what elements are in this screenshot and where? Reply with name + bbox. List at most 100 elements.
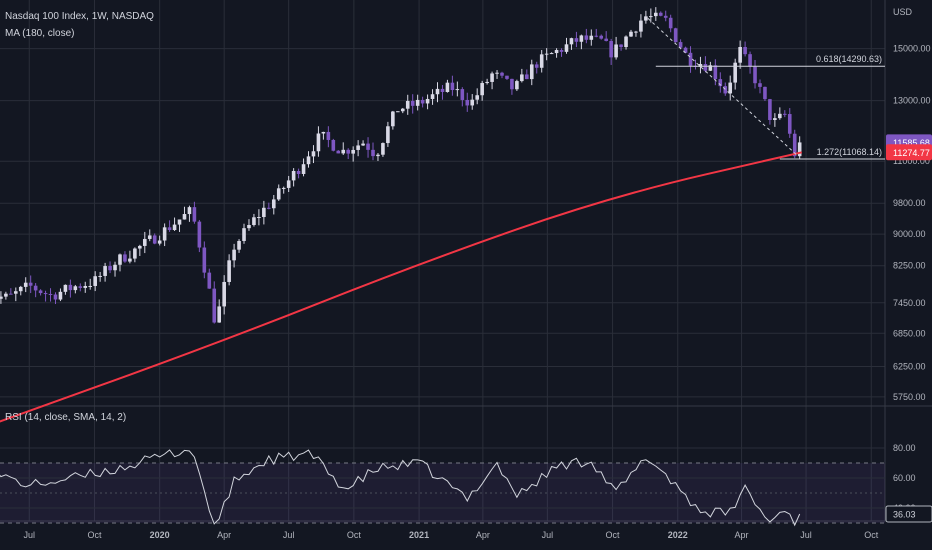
candle-body (336, 150, 341, 154)
candle-down (703, 56, 708, 73)
candle-down (604, 31, 608, 42)
candle-down (673, 27, 678, 43)
candle-body (639, 20, 643, 32)
candle-up (172, 217, 177, 231)
candle-up (698, 56, 703, 74)
candle-body (182, 214, 187, 220)
candle-body (609, 40, 613, 58)
candle-up (415, 94, 420, 111)
candle-up (539, 50, 544, 73)
candle-body (73, 286, 78, 291)
price-axis-tick-label: 5750.00 (893, 392, 926, 402)
candle-down (718, 72, 723, 93)
candle-body (381, 143, 385, 155)
candles (0, 7, 802, 324)
x-axis-tick-label: 2020 (150, 530, 170, 540)
current-price-label: 11585.68 (893, 138, 930, 148)
candle-down (267, 202, 271, 210)
x-axis-tick-label: Oct (606, 530, 621, 540)
candle-up (644, 10, 648, 24)
candle-body (83, 285, 88, 288)
fib-level-label: 0.618(14290.63) (816, 54, 882, 64)
candle-body (629, 31, 633, 37)
candle-down (78, 283, 83, 292)
candle-up (271, 194, 276, 215)
candle-up (88, 278, 93, 290)
candle-up (381, 142, 385, 157)
x-axis-tick-label: 2022 (668, 530, 688, 540)
candle-body (33, 285, 38, 291)
candle-up (485, 78, 489, 85)
candle-body (316, 133, 321, 152)
candle-body (529, 64, 534, 80)
candle-body (475, 95, 479, 100)
candle-body (207, 272, 212, 289)
candle-up (520, 68, 524, 83)
candle-down (450, 75, 455, 96)
x-axis-tick-label: Oct (864, 530, 879, 540)
candle-body (415, 99, 420, 106)
candle-body (510, 78, 514, 90)
candle-body (78, 286, 83, 288)
candle-up (162, 223, 167, 247)
candle-down (48, 288, 53, 302)
candle-body (386, 126, 390, 144)
candle-body (792, 133, 797, 157)
candle-body (306, 156, 311, 165)
candle-body (470, 99, 475, 106)
candle-body (683, 47, 688, 53)
candle-body (271, 199, 276, 209)
candle-up (93, 271, 97, 292)
candle-up (252, 213, 256, 227)
candle-body (113, 264, 117, 271)
candle-body (187, 207, 192, 215)
candle-body (733, 62, 737, 83)
candle-body (326, 131, 331, 140)
candle-body (296, 170, 301, 174)
candle-body (738, 47, 742, 63)
candle-up (430, 89, 435, 105)
candle-body (28, 282, 33, 286)
candle-body (311, 151, 316, 157)
candle-body (58, 291, 63, 300)
price-axis-tick-label: 9000.00 (893, 229, 926, 239)
candle-body (534, 64, 539, 68)
candle-body (118, 254, 122, 265)
candle-body (18, 286, 23, 292)
candle-body (68, 284, 73, 291)
candle-body (351, 149, 355, 154)
candle-up (276, 184, 281, 201)
fib-trend-line (647, 18, 799, 157)
price-axis-tick-label: 6850.00 (893, 328, 926, 338)
candle-down (768, 98, 772, 125)
candle-body (267, 207, 271, 209)
candle-body (88, 285, 93, 287)
candle-down (33, 283, 38, 298)
candle-body (634, 31, 638, 33)
candle-down (534, 61, 539, 74)
candle-up (569, 37, 574, 50)
candle-up (98, 271, 102, 282)
candle-down (197, 219, 202, 253)
candle-body (559, 50, 564, 52)
candle-body (276, 188, 281, 200)
candle-down (326, 126, 331, 148)
candle-body (301, 164, 306, 174)
candle-down (763, 86, 767, 101)
candle-up (18, 285, 23, 296)
candle-up (83, 281, 88, 293)
candle-up (495, 70, 499, 79)
candle-up (63, 284, 68, 295)
candle-down (787, 108, 792, 138)
candle-down (584, 28, 589, 44)
candle-down (207, 268, 212, 289)
candle-down (460, 87, 465, 107)
candle-up (281, 186, 286, 194)
candle-up (157, 235, 162, 246)
candle-body (763, 86, 767, 100)
candle-down (619, 44, 623, 51)
candle-up (361, 140, 365, 146)
candle-body (167, 227, 172, 231)
candle-up (649, 8, 653, 23)
